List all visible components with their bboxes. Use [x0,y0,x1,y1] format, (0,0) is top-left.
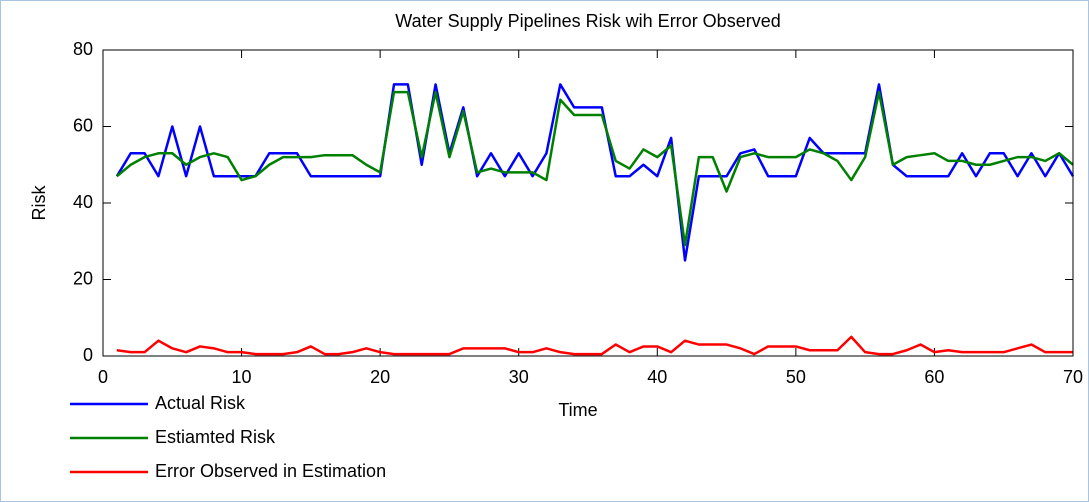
chart-title: Water Supply Pipelines Risk wih Error Ob… [395,11,780,31]
y-tick-label: 80 [73,39,93,59]
y-tick-label: 60 [73,115,93,135]
legend-label: Actual Risk [155,393,246,413]
series-line [116,335,1073,356]
series-line [116,90,1074,247]
y-tick-label: 0 [83,345,93,365]
x-tick-label: 50 [786,367,806,387]
y-tick-label: 20 [73,268,93,288]
x-tick-label: 70 [1063,367,1083,387]
legend-label: Error Observed in Estimation [155,461,386,481]
plot-area [103,50,1073,356]
x-axis-label: Time [558,400,597,420]
x-tick-label: 60 [924,367,944,387]
x-tick-label: 30 [509,367,529,387]
y-axis-label: Risk [29,185,49,221]
legend-label: Estiamted Risk [155,427,276,447]
x-tick-label: 10 [232,367,252,387]
axes-box [102,49,1074,357]
series-line [115,83,1075,262]
x-tick-label: 0 [98,367,108,387]
y-tick-label: 40 [73,192,93,212]
x-tick-label: 40 [647,367,667,387]
x-tick-label: 20 [370,367,390,387]
